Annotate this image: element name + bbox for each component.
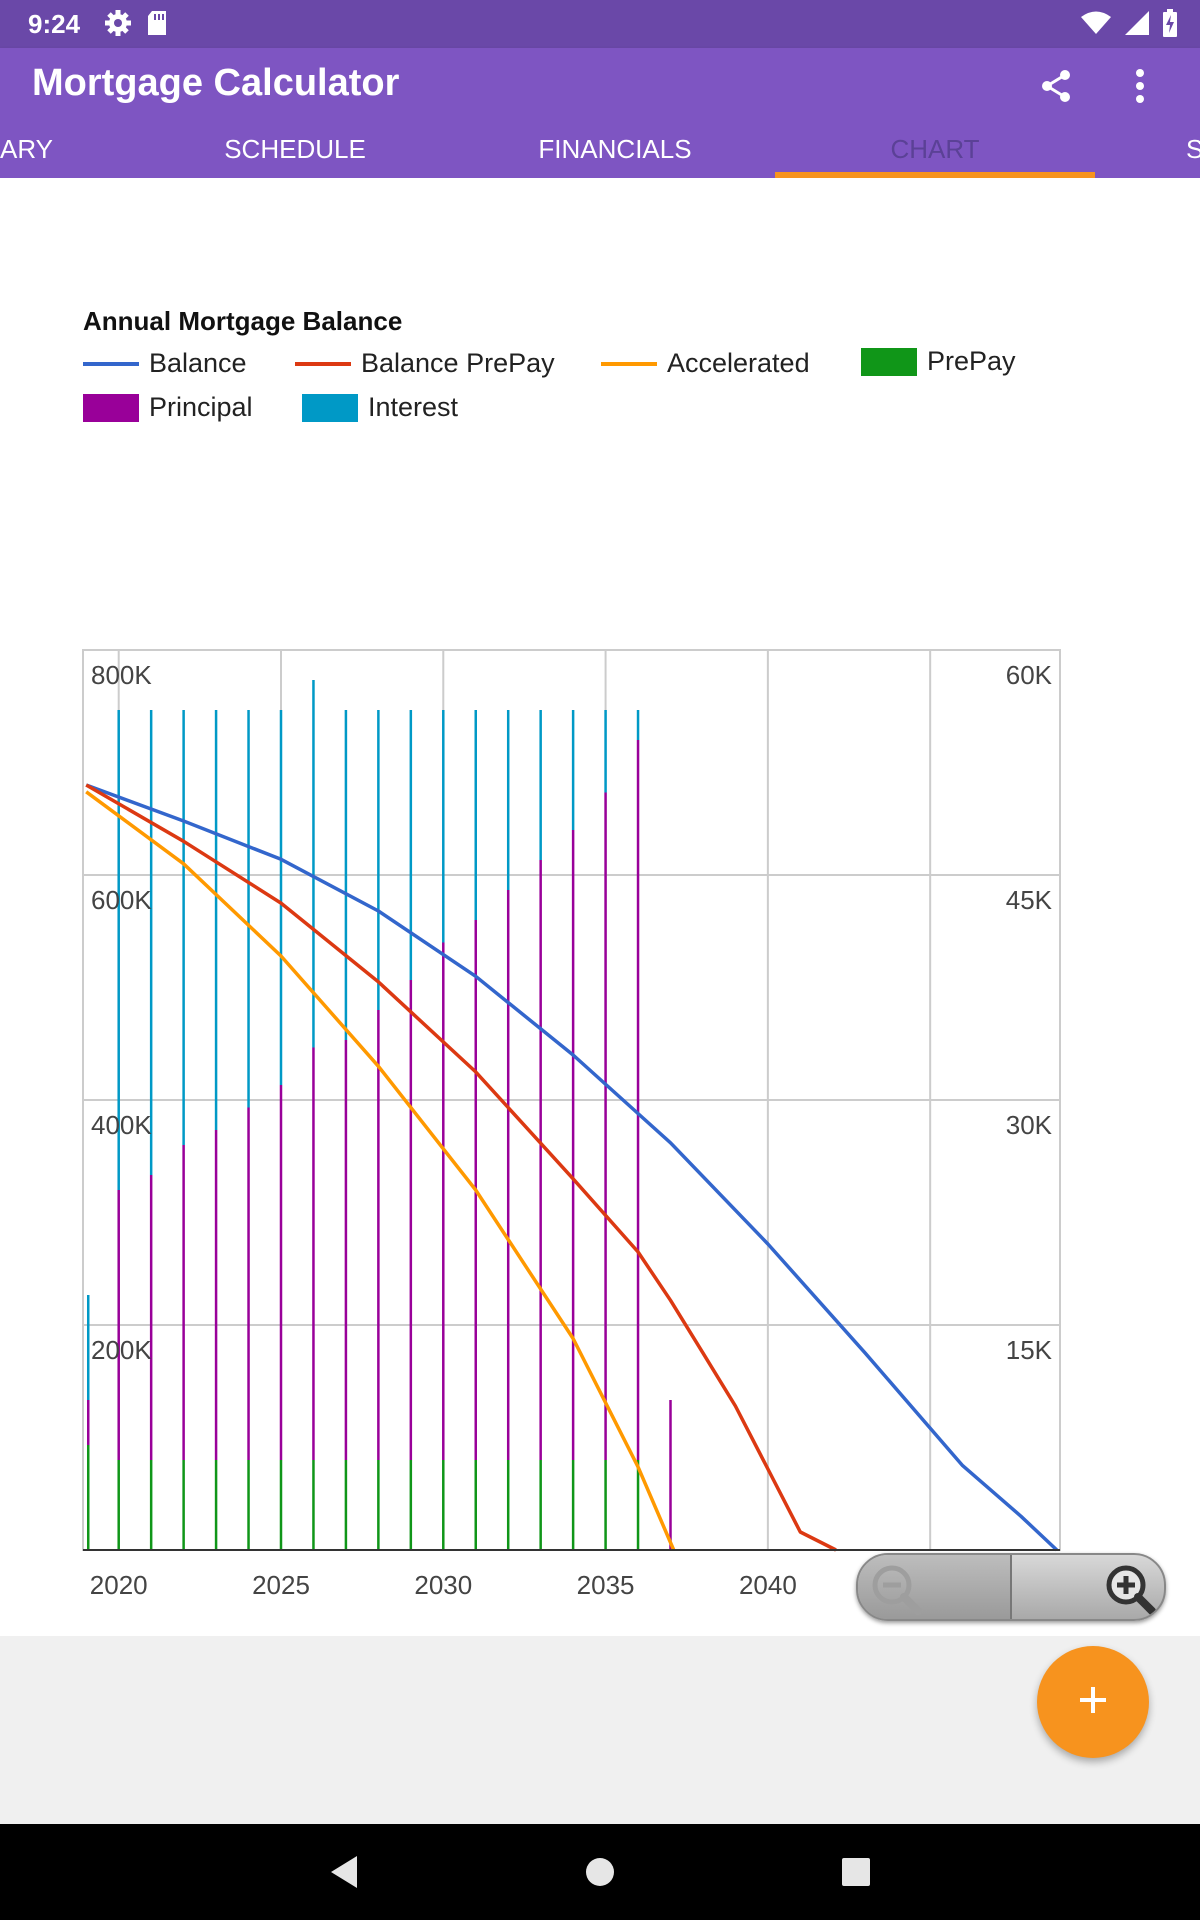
- status-bar: 9:24: [0, 0, 1200, 48]
- legend-label: Principal: [149, 392, 253, 422]
- legend-line-swatch: [295, 361, 351, 366]
- chart-title: Annual Mortgage Balance: [83, 306, 403, 336]
- x-tick-label: 2035: [577, 1570, 635, 1600]
- gear-icon: [104, 9, 132, 42]
- x-tick-label: 2030: [414, 1570, 472, 1600]
- tab-financials[interactable]: FINANCIALS: [455, 132, 775, 178]
- zoom-out-icon: [868, 1561, 924, 1619]
- legend-principal: Principal: [83, 392, 253, 423]
- accelerated-line: [85, 790, 676, 1551]
- zoom-in-icon: [1102, 1561, 1158, 1619]
- legend-label: Interest: [368, 392, 459, 422]
- x-tick-label: 2020: [90, 1570, 148, 1600]
- legend-interest: Interest: [302, 392, 458, 423]
- wifi-icon: [1080, 10, 1112, 41]
- tab-chart[interactable]: CHART: [775, 132, 1095, 178]
- legend-line-swatch: [83, 361, 139, 366]
- tab-indicator: [775, 172, 1095, 178]
- legend-line-swatch: [601, 361, 657, 366]
- tab-label: ARY: [0, 134, 53, 164]
- status-time: 9:24: [28, 9, 81, 39]
- legend-label: Accelerated: [667, 348, 810, 378]
- home-icon[interactable]: [574, 1846, 626, 1898]
- tab-summary[interactable]: ARY: [0, 132, 53, 178]
- y-right-tick-label: 30K: [1006, 1110, 1053, 1140]
- balance-prepay-line: [85, 783, 837, 1552]
- legend-prepay: PrePay: [861, 346, 1016, 377]
- chart-plot[interactable]: 800K 600K 400K 200K 60K 45K 30K 15K 2020 2025 2030…: [0, 356, 1200, 1616]
- tab-next[interactable]: S: [1186, 132, 1200, 178]
- y-right-tick-label: 45K: [1006, 885, 1053, 915]
- legend-balance: Balance: [83, 348, 247, 379]
- zoom-control: [856, 1553, 1166, 1621]
- plus-icon: [1076, 1683, 1110, 1722]
- navigation-bar: [0, 1824, 1200, 1920]
- balance-line: [85, 783, 1058, 1552]
- sd-card-icon: [146, 10, 168, 41]
- legend-box-swatch: [83, 393, 139, 422]
- y-left-tick-label: 600K: [91, 885, 152, 915]
- tab-schedule[interactable]: SCHEDULE: [135, 132, 455, 178]
- app-title: Mortgage Calculator: [32, 62, 400, 104]
- x-tick-label: 2025: [252, 1570, 310, 1600]
- legend-accelerated: Accelerated: [601, 348, 810, 379]
- recents-icon[interactable]: [830, 1846, 882, 1898]
- tab-label: S: [1186, 134, 1200, 164]
- add-button[interactable]: [1037, 1646, 1149, 1758]
- chart-content: Annual Mortgage Balance Balance Balance …: [0, 178, 1200, 1758]
- y-left-tick-label: 400K: [91, 1110, 152, 1140]
- legend-label: PrePay: [927, 346, 1016, 376]
- legend-label: Balance: [149, 348, 247, 378]
- battery-charging-icon: [1162, 9, 1178, 42]
- tab-label: CHART: [890, 134, 980, 164]
- tab-label: SCHEDULE: [224, 134, 366, 164]
- legend-balance-prepay: Balance PrePay: [295, 348, 555, 379]
- legend-label: Balance PrePay: [361, 348, 555, 378]
- legend-box-swatch: [861, 347, 917, 376]
- zoom-out-button[interactable]: [858, 1555, 1012, 1619]
- more-vert-icon[interactable]: [1112, 58, 1168, 114]
- tab-label: FINANCIALS: [538, 134, 692, 164]
- x-tick-label: 2040: [739, 1570, 797, 1600]
- signal-icon: [1124, 10, 1150, 41]
- zoom-in-button[interactable]: [1012, 1555, 1164, 1619]
- y-left-tick-label: 800K: [91, 660, 152, 690]
- share-icon[interactable]: [1028, 58, 1084, 114]
- y-right-tick-label: 60K: [1006, 660, 1053, 690]
- legend-box-swatch: [302, 393, 358, 422]
- back-icon[interactable]: [318, 1846, 370, 1898]
- app-bar: Mortgage Calculator ARY SCHEDULE FINANCI…: [0, 48, 1200, 178]
- y-right-tick-label: 15K: [1006, 1335, 1053, 1365]
- y-left-tick-label: 200K: [91, 1335, 152, 1365]
